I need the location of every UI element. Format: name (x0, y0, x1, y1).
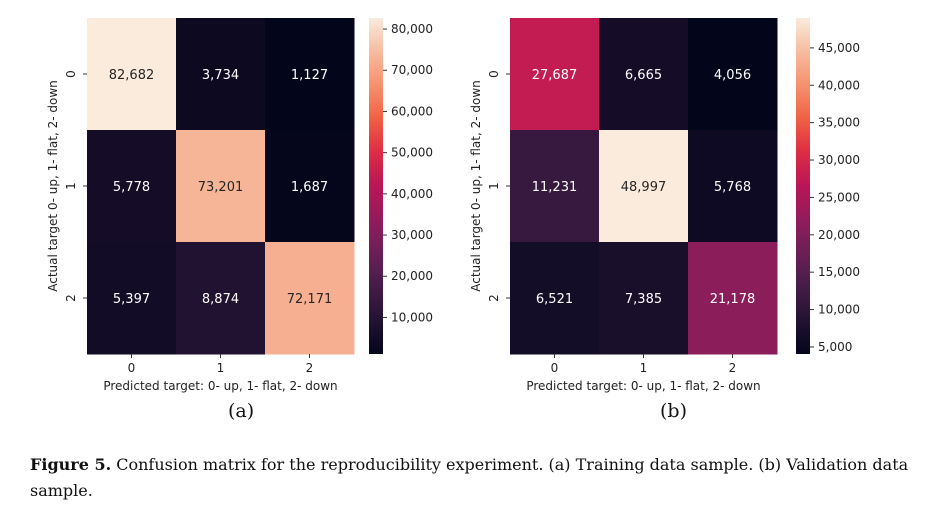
colorbar-tick-label: 5,000 (818, 340, 852, 354)
cell-value-label: 1,687 (291, 180, 328, 195)
colorbar-tick-label: 30,000 (818, 153, 860, 167)
cell-value-label: 27,687 (532, 68, 578, 83)
heatmap-cell (510, 242, 600, 355)
y-tick-label: 1 (64, 182, 78, 190)
confusion-matrix-a: 82,682 3,734 1,127 5,778 73,201 1,687 5,397 8,8… (46, 18, 433, 393)
heatmap-cell (510, 130, 600, 243)
figure-caption: Figure 5. Confusion matrix for the repro… (30, 452, 920, 504)
heatmap-cell (265, 18, 355, 131)
x-axis-label: Predicted target: 0- up, 1- flat, 2- dow… (103, 379, 337, 393)
y-tick-label: 1 (487, 182, 501, 190)
colorbar-tick-label: 40,000 (818, 78, 860, 92)
heatmap-cell (599, 18, 689, 131)
x-tick-label: 0 (551, 361, 559, 375)
subcaption-a: (a) (228, 400, 255, 422)
y-tick-label: 0 (487, 70, 501, 78)
colorbar-tick-label: 25,000 (818, 190, 860, 204)
heatmap-cell (688, 130, 778, 243)
cell-value-label: 3,734 (202, 68, 239, 83)
colorbar-tick-label: 30,000 (391, 228, 433, 242)
cell-value-label: 6,665 (625, 68, 662, 83)
heatmap-cell (87, 18, 177, 131)
heatmap-cell (176, 18, 266, 131)
confusion-matrix-b: 27,687 6,665 4,056 11,231 48,997 5,768 6,521 7,… (469, 18, 860, 393)
heatmap-cell (688, 18, 778, 131)
colorbar-tick-label: 10,000 (391, 310, 433, 324)
cell-value-label: 73,201 (198, 180, 244, 195)
cell-value-label: 82,682 (109, 68, 155, 83)
y-tick-label: 2 (487, 294, 501, 302)
colorbar-tick-label: 60,000 (391, 104, 433, 118)
cell-value-label: 5,768 (714, 180, 751, 195)
cell-value-label: 6,521 (536, 292, 573, 307)
colorbar-tick-label: 50,000 (391, 146, 433, 160)
y-axis-label: Actual target 0- up, 1- flat, 2- down (469, 80, 483, 292)
heatmap-cell (599, 130, 689, 243)
cell-value-label: 11,231 (532, 180, 578, 195)
caption-text: Confusion matrix for the reproducibility… (30, 455, 909, 500)
x-axis-label: Predicted target: 0- up, 1- flat, 2- dow… (526, 379, 760, 393)
colorbar-tick-label: 15,000 (818, 265, 860, 279)
heatmap-cell (87, 130, 177, 243)
colorbar (796, 18, 810, 354)
heatmap-cell (87, 242, 177, 355)
heatmap-cell (510, 18, 600, 131)
heatmap-cell (265, 130, 355, 243)
x-tick-label: 1 (640, 361, 648, 375)
y-tick-label: 0 (64, 70, 78, 78)
cell-value-label: 72,171 (287, 292, 333, 307)
heatmap-cell (176, 242, 266, 355)
cell-value-label: 8,874 (202, 292, 239, 307)
subcaption-b: (b) (660, 400, 687, 422)
cell-value-label: 4,056 (714, 68, 751, 83)
colorbar-tick-label: 35,000 (818, 116, 860, 130)
heatmap-cell (688, 242, 778, 355)
cell-value-label: 21,178 (710, 292, 756, 307)
cell-value-label: 7,385 (625, 292, 662, 307)
x-tick-label: 1 (217, 361, 225, 375)
heatmap-cell (176, 130, 266, 243)
colorbar-tick-label: 20,000 (391, 269, 433, 283)
heatmap-cell (265, 242, 355, 355)
heatmap-cell (599, 242, 689, 355)
colorbar (369, 18, 383, 354)
y-axis-label: Actual target 0- up, 1- flat, 2- down (46, 80, 60, 292)
cell-value-label: 1,127 (291, 68, 328, 83)
colorbar-tick-label: 45,000 (818, 41, 860, 55)
cell-value-label: 48,997 (621, 180, 667, 195)
colorbar-tick-label: 20,000 (818, 228, 860, 242)
y-tick-label: 2 (64, 294, 78, 302)
x-tick-label: 2 (729, 361, 737, 375)
caption-label: Figure 5. (30, 455, 112, 474)
cell-value-label: 5,397 (113, 292, 150, 307)
cell-value-label: 5,778 (113, 180, 150, 195)
colorbar-tick-label: 80,000 (391, 22, 433, 36)
colorbar-tick-label: 40,000 (391, 187, 433, 201)
colorbar-tick-label: 70,000 (391, 63, 433, 77)
colorbar-tick-label: 10,000 (818, 303, 860, 317)
x-tick-label: 2 (306, 361, 314, 375)
figure: 82,682 3,734 1,127 5,778 73,201 1,687 5,397 8,8… (46, 18, 860, 393)
x-tick-label: 0 (128, 361, 136, 375)
